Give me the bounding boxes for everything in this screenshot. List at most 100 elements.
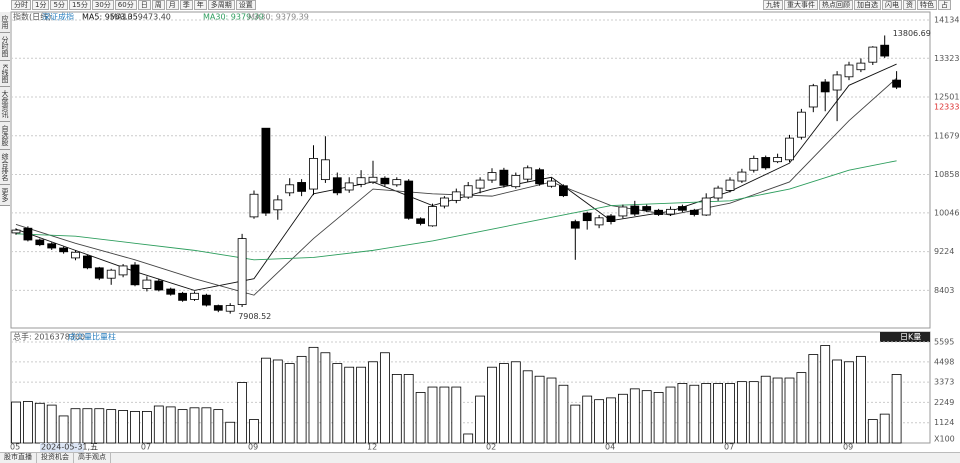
- volume-bar: [570, 404, 581, 444]
- volume-bar: [665, 386, 676, 444]
- y-tick-label: 4498: [934, 357, 954, 366]
- sidebar-tab[interactable]: 自选股: [0, 121, 10, 150]
- toolbar-button[interactable]: 设置: [235, 0, 256, 10]
- volume-bar: [522, 370, 533, 444]
- volume-bar: [296, 355, 307, 444]
- toolbar-button[interactable]: 分时: [11, 0, 31, 10]
- toolbar-button[interactable]: 特色: [917, 0, 937, 10]
- toolbar-button[interactable]: 年: [193, 0, 207, 10]
- volume-title: 总手: 2016378300: [13, 332, 85, 342]
- bottom-tab[interactable]: 投资机会: [37, 453, 74, 463]
- volume-bar: [308, 346, 319, 444]
- volume-bar: [94, 408, 105, 444]
- toolbar-button[interactable]: 季: [179, 0, 193, 10]
- volume-bar: [46, 404, 57, 444]
- toolbar-button[interactable]: 1分: [32, 0, 50, 10]
- toolbar-right: 九转 重大事件 热点回顾 加自选 闪电资特色占: [763, 0, 952, 10]
- toolbar-button[interactable]: 闪电: [882, 0, 902, 10]
- legend-text: MA10: 9473.40: [110, 13, 171, 22]
- candle-body: [856, 62, 866, 71]
- volume-button: 日K量: [900, 333, 921, 342]
- chart-subtitle: 深证成指: [42, 12, 74, 22]
- candle-body: [392, 179, 402, 186]
- sidebar-tab[interactable]: 大盘资讯: [0, 86, 10, 122]
- candle-body: [499, 169, 509, 186]
- candle-body: [142, 279, 152, 289]
- candle-body: [23, 227, 33, 241]
- candle-body: [642, 206, 652, 211]
- candle-body: [404, 180, 414, 219]
- volume-bar: [713, 383, 723, 444]
- volume-bar: [82, 408, 93, 444]
- toolbar-button[interactable]: 月: [165, 0, 179, 10]
- candle-body: [166, 288, 176, 295]
- toolbar-button[interactable]: 资: [903, 0, 916, 10]
- candle-body: [190, 292, 199, 300]
- candle-body: [892, 79, 901, 88]
- toolbar-button[interactable]: 多周期: [207, 0, 235, 10]
- toolbar-button[interactable]: 日: [137, 0, 151, 10]
- toolbar-button[interactable]: 占: [938, 0, 951, 10]
- toolbar-button[interactable]: 九转: [763, 0, 783, 10]
- toolbar-button[interactable]: 60分: [114, 0, 137, 10]
- volume-bar: [832, 359, 842, 444]
- volume-bar: [641, 390, 652, 444]
- candle-body: [666, 208, 675, 215]
- cursor-date-bg: [40, 443, 84, 452]
- volume-bar: [844, 361, 854, 444]
- candle-body: [249, 193, 259, 218]
- bottom-tabs: 股市直播 投资机会 高手观点: [0, 452, 960, 463]
- y-tick-label: 8403: [934, 286, 954, 295]
- candle-body: [130, 264, 140, 286]
- volume-bar: [582, 395, 593, 444]
- y-tick-label: 10046: [934, 208, 959, 217]
- candle-body: [570, 221, 580, 229]
- volume-bar: [379, 352, 390, 444]
- volume-bar: [701, 383, 712, 444]
- candle-body: [582, 212, 592, 222]
- candle-body: [844, 64, 854, 78]
- toolbar-button[interactable]: 5分: [50, 0, 68, 10]
- candle-body: [380, 177, 390, 185]
- volume-bar: [891, 374, 902, 444]
- sidebar-tab[interactable]: K线图: [0, 61, 10, 87]
- candle-body: [773, 157, 782, 163]
- volume-bar: [260, 357, 271, 444]
- y-tick-label: 1124: [934, 418, 954, 427]
- candle-body: [11, 229, 21, 234]
- candle-body: [594, 217, 604, 226]
- y-tick-label: 2249: [934, 398, 954, 407]
- toolbar-button[interactable]: 30分: [91, 0, 114, 10]
- toolbar-button[interactable]: 重大事件: [784, 0, 818, 10]
- volume-bar: [629, 388, 640, 444]
- volume-bar: [153, 405, 164, 444]
- volume-bar: [606, 397, 616, 444]
- legend-text: MA5: 9563.35: [82, 13, 138, 22]
- candle-body: [511, 174, 521, 188]
- toolbar-button[interactable]: 15分: [68, 0, 91, 10]
- y-tick-label: 10858: [934, 170, 959, 179]
- sidebar-tab[interactable]: 应用: [0, 12, 10, 33]
- sidebar-tab[interactable]: 综合排名: [0, 149, 10, 185]
- volume-bar: [356, 366, 367, 444]
- volume-bar: [320, 352, 331, 444]
- candle-body: [749, 157, 759, 171]
- volume-button-bg: [880, 332, 930, 342]
- volume-bar: [820, 345, 831, 444]
- volume-bar: [177, 409, 188, 444]
- bottom-tab[interactable]: 高手观点: [74, 453, 111, 463]
- candle-body: [678, 206, 687, 211]
- volume-bar: [272, 359, 283, 444]
- sidebar-tab[interactable]: 分时图: [0, 33, 10, 61]
- candle-body: [297, 182, 307, 192]
- toolbar-button[interactable]: 周: [151, 0, 165, 10]
- y-tick-label: 9224: [934, 247, 954, 256]
- toolbar-button[interactable]: 热点回顾: [819, 0, 853, 10]
- bottom-tab[interactable]: 股市直播: [0, 453, 37, 463]
- candle-body: [118, 265, 128, 276]
- volume-bar: [796, 372, 807, 444]
- candle-body: [368, 176, 378, 183]
- toolbar-button[interactable]: 加自选: [854, 0, 881, 10]
- candle-body: [785, 137, 794, 161]
- sidebar-tab[interactable]: 更多: [0, 184, 10, 206]
